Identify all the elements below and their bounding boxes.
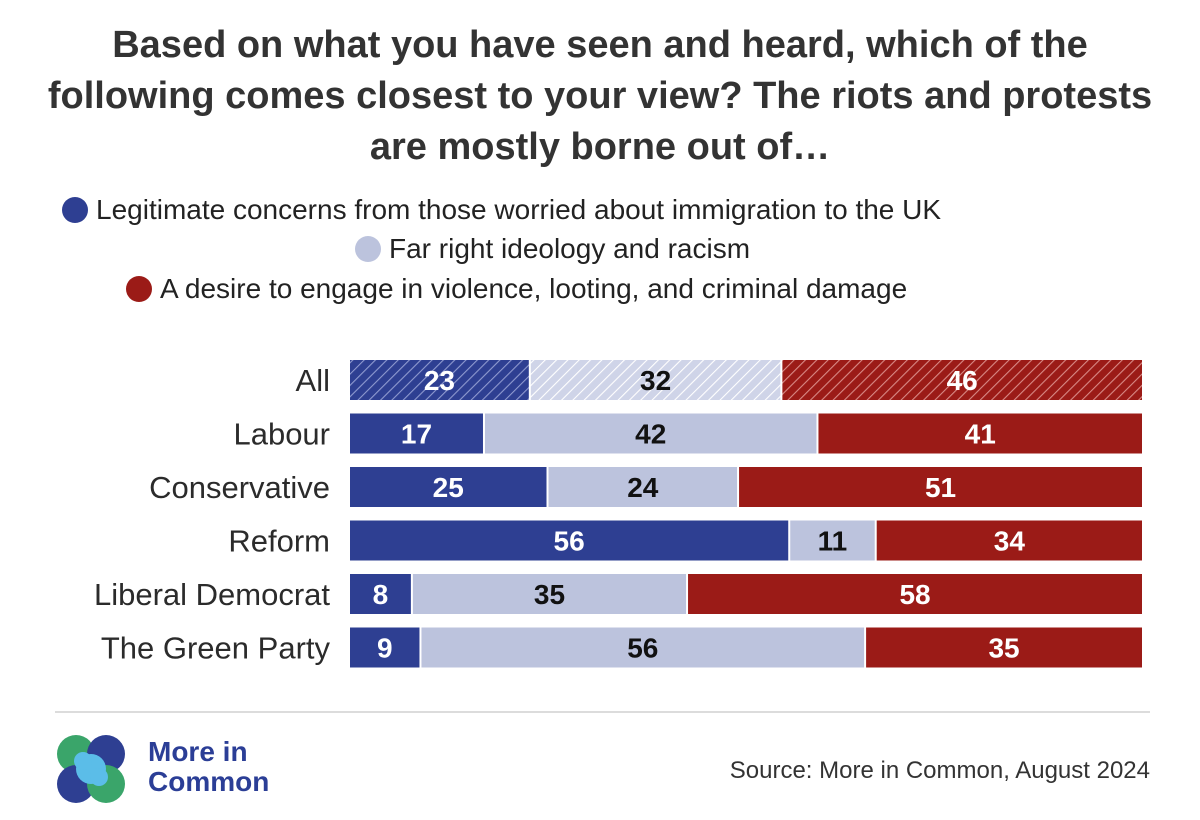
data-label: 34 xyxy=(994,526,1026,557)
bar-segment xyxy=(350,627,420,668)
logo-mark-icon xyxy=(57,735,125,803)
data-label: 9 xyxy=(377,633,393,664)
bar-segment xyxy=(350,520,789,561)
bar-segment xyxy=(484,413,817,454)
category-label: Liberal Democrat xyxy=(94,577,330,612)
category-label: Reform xyxy=(228,524,330,559)
legend-item-legitimate-concerns: Legitimate concerns from those worried a… xyxy=(62,190,941,229)
logo-line-1: More in xyxy=(148,736,248,767)
footer-divider xyxy=(55,711,1150,713)
logo-wordmark: More in Common xyxy=(148,737,269,797)
bar-segment xyxy=(530,360,781,400)
data-label: 51 xyxy=(925,472,956,503)
bar-segment xyxy=(782,360,1142,400)
legend-item-far-right: Far right ideology and racism xyxy=(355,229,750,268)
category-label: Conservative xyxy=(149,470,330,505)
legend-swatch-lightblue xyxy=(355,235,381,262)
data-label: 58 xyxy=(899,579,930,610)
bar-segment xyxy=(350,360,529,400)
more-in-common-logo: More in Common xyxy=(55,733,315,805)
bar-segment xyxy=(866,627,1142,668)
data-label: 11 xyxy=(818,526,848,557)
data-label: 23 xyxy=(424,365,455,396)
data-label: 41 xyxy=(965,419,996,450)
logo-line-2: Common xyxy=(148,766,270,797)
category-label: All xyxy=(296,363,330,398)
legend-swatch-red xyxy=(126,275,152,302)
chart-svg: All 23 32 46 Labour 17 42 41 Conservative 25 24 51 R… xyxy=(94,360,1142,668)
data-label: 35 xyxy=(988,633,1019,664)
legend-label: Legitimate concerns from those worried a… xyxy=(96,194,942,225)
bar-segment xyxy=(412,574,687,614)
chart-title: Based on what you have seen and heard, w… xyxy=(47,24,1153,168)
category-label: The Green Party xyxy=(101,631,331,666)
source-note: Source: More in Common, August 2024 xyxy=(729,757,1150,784)
bar-segment xyxy=(350,574,411,614)
data-label: 35 xyxy=(534,579,565,610)
data-label: 8 xyxy=(373,579,389,610)
data-label: 17 xyxy=(401,419,432,450)
bar-segment xyxy=(818,413,1142,454)
data-label: 56 xyxy=(554,526,585,557)
data-label: 24 xyxy=(627,472,659,503)
data-label: 56 xyxy=(627,633,658,664)
data-label: 32 xyxy=(640,365,671,396)
legend-swatch-blue xyxy=(62,196,88,223)
bar-segment xyxy=(350,467,547,507)
bar-segment xyxy=(688,574,1142,614)
bar-segment xyxy=(790,520,875,561)
bar-segment xyxy=(421,627,865,668)
category-label: Labour xyxy=(233,417,330,452)
stacked-bar-chart: All 23 32 46 Labour 17 42 41 Conservative 25 24 51 R… xyxy=(0,350,1200,670)
data-label: 42 xyxy=(635,419,666,450)
data-label: 25 xyxy=(433,472,464,503)
legend-label: A desire to engage in violence, looting,… xyxy=(160,273,908,304)
legend-item-violence: A desire to engage in violence, looting,… xyxy=(126,269,907,308)
bar-segment xyxy=(548,467,738,507)
bar-segment xyxy=(876,520,1142,561)
bar-segment xyxy=(350,413,483,454)
legend-label: Far right ideology and racism xyxy=(389,233,751,264)
bar-segment xyxy=(739,467,1142,507)
data-label: 46 xyxy=(947,365,978,396)
